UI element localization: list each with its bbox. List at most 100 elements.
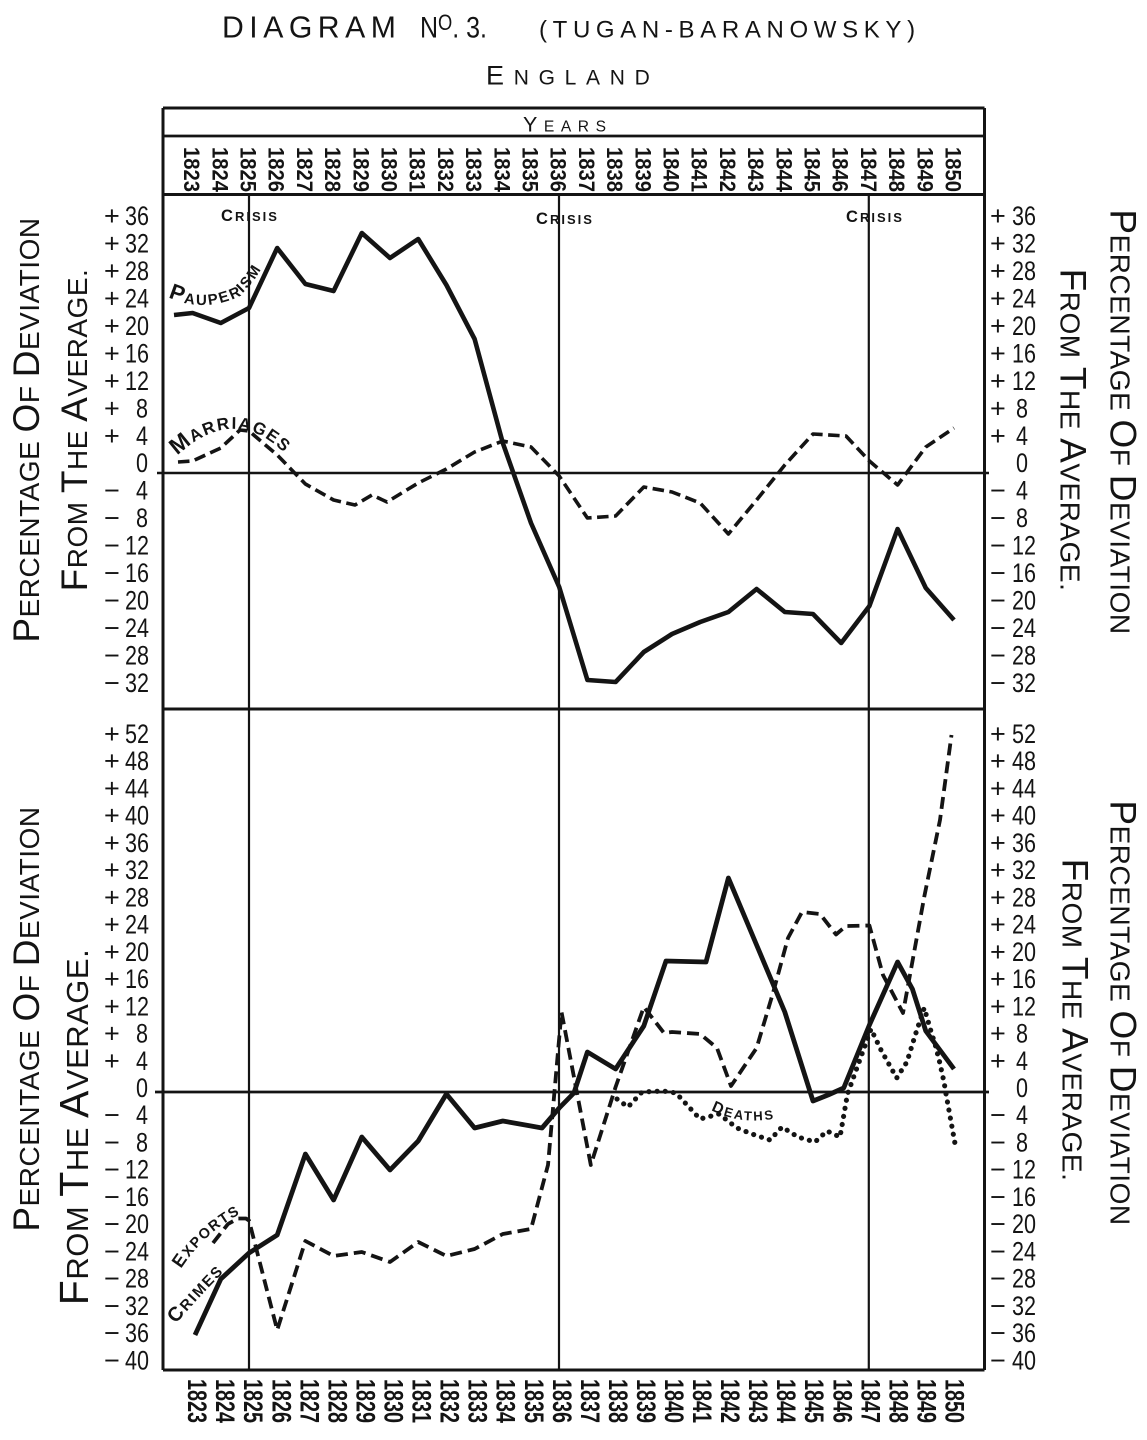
svg-text:+: +: [104, 937, 120, 967]
svg-text:+: +: [990, 1019, 1006, 1049]
svg-text:1836: 1836: [546, 147, 571, 192]
svg-text:−: −: [990, 641, 1006, 671]
svg-text:−: −: [990, 476, 1006, 506]
svg-text:1825: 1825: [238, 1379, 268, 1423]
svg-text:32: 32: [1012, 229, 1036, 259]
svg-text:+: +: [990, 338, 1006, 368]
svg-text:24: 24: [125, 613, 149, 643]
svg-text:+: +: [990, 910, 1006, 940]
svg-text:DIAGRAM: DIAGRAM: [222, 12, 401, 45]
svg-text:−: −: [104, 1209, 120, 1239]
svg-text:36: 36: [1012, 201, 1036, 231]
svg-text:1838: 1838: [603, 1379, 633, 1423]
svg-text:+: +: [990, 393, 1006, 423]
svg-text:8: 8: [1016, 393, 1028, 423]
svg-text:−: −: [990, 1128, 1006, 1158]
svg-text:12: 12: [125, 991, 149, 1021]
svg-text:−: −: [104, 668, 120, 698]
svg-text:−: −: [104, 1128, 120, 1158]
svg-text:1829: 1829: [350, 1379, 380, 1423]
svg-text:−: −: [990, 1291, 1006, 1321]
svg-text:1823: 1823: [182, 1379, 212, 1423]
svg-text:32: 32: [125, 668, 149, 698]
svg-text:−: −: [990, 1155, 1006, 1185]
svg-text:+: +: [990, 801, 1006, 831]
svg-text:−: −: [104, 1264, 120, 1294]
svg-text:−: −: [990, 1182, 1006, 1212]
svg-text:1849: 1849: [912, 147, 937, 192]
svg-text:−: −: [990, 586, 1006, 616]
svg-text:28: 28: [1012, 256, 1036, 286]
svg-text:1845: 1845: [799, 1379, 829, 1423]
svg-text:1831: 1831: [405, 147, 430, 192]
svg-text:NO. 3.: NO. 3.: [420, 10, 487, 45]
svg-text:−: −: [104, 1318, 120, 1348]
svg-text:40: 40: [1012, 801, 1036, 831]
svg-text:44: 44: [125, 774, 149, 804]
svg-text:(TUGAN-BARANOWSKY): (TUGAN-BARANOWSKY): [539, 17, 921, 44]
svg-text:+: +: [990, 774, 1006, 804]
svg-text:4: 4: [1016, 1046, 1028, 1076]
svg-text:−: −: [104, 613, 120, 643]
svg-text:28: 28: [125, 256, 149, 286]
svg-text:CRISIS: CRISIS: [846, 208, 904, 226]
svg-text:+: +: [104, 910, 120, 940]
svg-text:+: +: [104, 393, 120, 423]
svg-text:1833: 1833: [463, 1379, 493, 1423]
svg-text:24: 24: [125, 910, 149, 940]
svg-text:20: 20: [1012, 1209, 1036, 1239]
svg-text:36: 36: [125, 201, 149, 231]
svg-text:−: −: [104, 1182, 120, 1212]
svg-text:−: −: [990, 1345, 1006, 1375]
svg-text:8: 8: [1016, 1128, 1028, 1158]
svg-text:1843: 1843: [743, 147, 768, 192]
svg-text:1848: 1848: [884, 147, 909, 192]
svg-text:1842: 1842: [715, 1379, 745, 1423]
svg-text:1830: 1830: [377, 147, 402, 192]
svg-text:44: 44: [1012, 774, 1036, 804]
svg-text:+: +: [104, 421, 120, 451]
svg-text:+: +: [990, 746, 1006, 776]
svg-text:−: −: [990, 1100, 1006, 1130]
svg-text:20: 20: [1012, 311, 1036, 341]
svg-text:+: +: [104, 855, 120, 885]
svg-text:1847: 1847: [855, 1379, 885, 1423]
svg-text:CRISIS: CRISIS: [536, 210, 594, 228]
svg-text:36: 36: [1012, 828, 1036, 858]
svg-text:+: +: [990, 311, 1006, 341]
svg-text:24: 24: [1012, 283, 1036, 313]
svg-text:52: 52: [1012, 719, 1036, 749]
svg-text:20: 20: [125, 311, 149, 341]
svg-text:FROM THE AVERAGE.: FROM THE AVERAGE.: [51, 949, 97, 1305]
svg-text:1829: 1829: [348, 147, 373, 192]
svg-text:4: 4: [1016, 476, 1028, 506]
svg-text:1841: 1841: [687, 147, 712, 192]
svg-text:+: +: [104, 338, 120, 368]
svg-text:PERCENTAGE OF DEVIATION: PERCENTAGE OF DEVIATION: [6, 217, 47, 642]
svg-text:−: −: [990, 1318, 1006, 1348]
svg-text:1832: 1832: [435, 1379, 465, 1423]
svg-text:1840: 1840: [659, 147, 684, 192]
svg-text:12: 12: [125, 1155, 149, 1185]
svg-text:FROM THE AVERAGE.: FROM THE AVERAGE.: [1053, 269, 1094, 592]
svg-text:−: −: [990, 613, 1006, 643]
svg-text:1826: 1826: [266, 1379, 296, 1423]
svg-text:20: 20: [125, 937, 149, 967]
svg-text:−: −: [990, 1209, 1006, 1239]
svg-text:16: 16: [1012, 558, 1036, 588]
svg-text:0: 0: [1016, 1073, 1028, 1103]
svg-text:1847: 1847: [856, 147, 881, 192]
svg-text:28: 28: [125, 641, 149, 671]
svg-text:16: 16: [1012, 964, 1036, 994]
svg-text:−: −: [104, 586, 120, 616]
svg-text:40: 40: [1012, 1345, 1036, 1375]
svg-text:−: −: [104, 503, 120, 533]
svg-text:1841: 1841: [687, 1379, 717, 1423]
svg-text:−: −: [104, 476, 120, 506]
svg-text:+: +: [990, 229, 1006, 259]
svg-text:1833: 1833: [461, 147, 486, 192]
svg-text:16: 16: [125, 964, 149, 994]
svg-text:16: 16: [125, 558, 149, 588]
svg-text:1844: 1844: [771, 1379, 801, 1423]
svg-text:32: 32: [1012, 668, 1036, 698]
